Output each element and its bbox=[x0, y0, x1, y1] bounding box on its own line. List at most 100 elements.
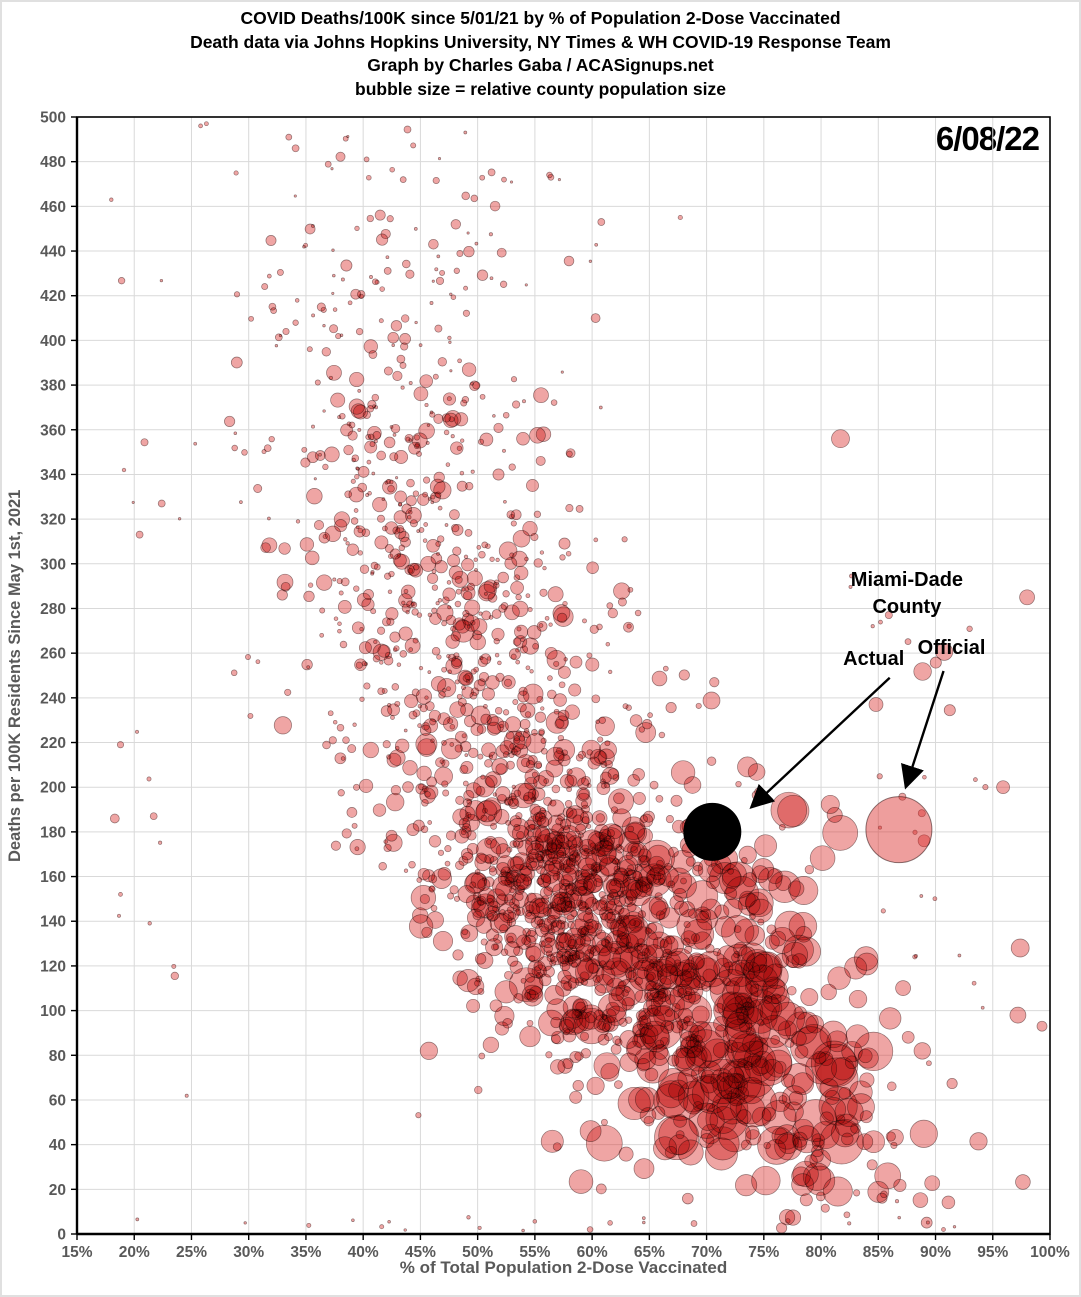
county-bubble bbox=[474, 241, 479, 246]
county-bubble bbox=[480, 938, 488, 946]
county-bubble bbox=[410, 142, 417, 149]
county-bubble bbox=[453, 895, 461, 902]
county-bubble bbox=[396, 553, 401, 558]
county-bubble bbox=[383, 267, 392, 275]
county-bubble bbox=[449, 885, 459, 895]
county-bubble bbox=[600, 912, 608, 921]
county-bubble bbox=[488, 754, 494, 759]
county-bubble bbox=[695, 702, 702, 709]
county-bubble bbox=[701, 1069, 715, 1084]
county-bubble bbox=[427, 612, 433, 618]
county-bubble bbox=[430, 500, 435, 505]
county-bubble bbox=[749, 913, 756, 920]
county-bubble bbox=[450, 625, 457, 632]
county-bubble bbox=[547, 852, 556, 860]
county-bubble bbox=[467, 582, 475, 591]
county-bubble bbox=[488, 615, 494, 620]
county-bubble bbox=[614, 1080, 623, 1089]
county-bubble bbox=[311, 313, 316, 318]
x-tick-label: 60% bbox=[577, 1244, 608, 1261]
county-bubble bbox=[795, 926, 812, 943]
county-bubble bbox=[564, 865, 572, 873]
county-bubble bbox=[592, 974, 601, 983]
county-bubble bbox=[381, 687, 388, 694]
county-bubble bbox=[357, 466, 370, 478]
county-bubble bbox=[373, 639, 378, 645]
county-bubble bbox=[775, 875, 792, 892]
county-bubble bbox=[606, 602, 614, 609]
county-bubble bbox=[117, 277, 126, 285]
county-bubble bbox=[548, 622, 553, 627]
county-bubble bbox=[779, 1209, 796, 1226]
county-bubble bbox=[386, 754, 392, 760]
county-bubble bbox=[870, 624, 875, 629]
county-bubble bbox=[344, 490, 353, 499]
county-bubble bbox=[826, 1030, 849, 1053]
county-bubble bbox=[880, 1190, 888, 1199]
county-bubble bbox=[853, 1189, 861, 1197]
county-bubble bbox=[415, 442, 421, 448]
county-bubble bbox=[557, 928, 565, 936]
county-bubble bbox=[601, 1013, 608, 1020]
county-bubble bbox=[428, 885, 435, 892]
county-bubble bbox=[673, 1113, 687, 1128]
county-bubble bbox=[351, 822, 358, 829]
county-bubble bbox=[538, 623, 544, 628]
county-bubble bbox=[705, 944, 715, 954]
county-bubble bbox=[713, 948, 722, 957]
county-bubble bbox=[533, 558, 543, 568]
county-bubble bbox=[320, 306, 327, 313]
county-bubble bbox=[457, 697, 467, 707]
county-bubble bbox=[387, 1219, 391, 1224]
county-bubble bbox=[794, 1044, 809, 1059]
county-bubble bbox=[952, 1225, 957, 1229]
county-bubble bbox=[557, 178, 561, 182]
county-bubble bbox=[502, 448, 506, 453]
county-bubble bbox=[388, 570, 395, 578]
county-bubble bbox=[884, 611, 893, 620]
county-bubble bbox=[654, 892, 663, 901]
county-bubble bbox=[394, 700, 401, 707]
county-bubble bbox=[322, 740, 331, 750]
county-bubble bbox=[820, 1203, 830, 1213]
county-bubble bbox=[627, 825, 635, 833]
county-bubble bbox=[734, 962, 748, 975]
county-bubble bbox=[470, 194, 479, 203]
county-bubble bbox=[957, 953, 962, 958]
county-bubble bbox=[330, 392, 346, 408]
county-bubble bbox=[502, 751, 510, 758]
county-bubble bbox=[295, 519, 301, 524]
county-bubble bbox=[405, 495, 417, 507]
county-bubble bbox=[499, 924, 509, 934]
county-bubble bbox=[664, 1009, 673, 1018]
county-bubble bbox=[301, 446, 308, 453]
highlight-bubbles bbox=[683, 796, 933, 864]
county-bubble bbox=[838, 1086, 852, 1100]
county-bubble bbox=[880, 908, 886, 914]
county-bubble bbox=[525, 665, 531, 671]
county-bubble bbox=[509, 552, 515, 558]
county-bubble bbox=[645, 882, 653, 889]
county-bubble bbox=[594, 844, 602, 852]
county-bubble bbox=[413, 434, 421, 441]
county-bubble bbox=[159, 278, 164, 283]
county-bubble bbox=[722, 977, 732, 987]
county-bubble bbox=[878, 825, 882, 830]
county-bubble bbox=[917, 809, 926, 818]
county-bubble bbox=[448, 340, 452, 344]
county-bubble bbox=[492, 468, 505, 481]
county-bubble bbox=[379, 660, 384, 665]
county-bubble bbox=[904, 638, 912, 645]
county-bubble bbox=[736, 1014, 746, 1024]
county-bubble bbox=[667, 1054, 680, 1067]
county-bubble bbox=[740, 857, 748, 864]
county-bubble bbox=[483, 591, 488, 596]
county-bubble bbox=[518, 686, 528, 696]
county-bubble bbox=[524, 556, 529, 562]
county-bubble bbox=[777, 794, 810, 828]
county-bubble bbox=[634, 863, 643, 872]
county-bubble bbox=[483, 876, 495, 888]
county-bubble bbox=[571, 893, 580, 901]
county-bubble bbox=[313, 520, 325, 531]
county-bubble bbox=[307, 582, 314, 588]
